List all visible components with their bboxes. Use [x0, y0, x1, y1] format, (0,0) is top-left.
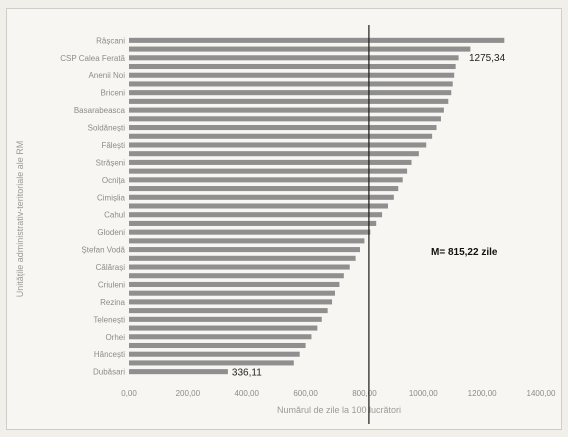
y-axis-title: Unitățile administrativ-teritoriale ale … [15, 141, 25, 298]
bar [129, 133, 433, 139]
category-label: Strășeni [96, 158, 126, 167]
bar [129, 159, 412, 165]
bar [129, 342, 306, 349]
category-label: Cahul [104, 211, 125, 220]
x-tick-label: 600,00 [293, 389, 318, 398]
bar [129, 81, 453, 87]
bar [129, 247, 361, 253]
bar [129, 220, 377, 226]
category-label: Glodeni [97, 228, 125, 237]
bar [129, 290, 335, 296]
category-label: Călărași [96, 263, 126, 272]
bar [129, 125, 437, 131]
bar [129, 299, 333, 305]
bar [129, 63, 456, 70]
bar [129, 142, 427, 148]
bar [129, 203, 388, 209]
chart-frame: Râșcani CSP Calea Ferată Anenii Noi Briceni… [6, 8, 562, 430]
x-tick-label: 800,00 [352, 389, 377, 398]
bar [129, 90, 452, 96]
category-label: Rezina [100, 298, 125, 307]
category-label: Orhei [105, 333, 125, 342]
category-label: Soldănești [88, 124, 126, 133]
bar [129, 212, 383, 218]
x-tick-label: 400,00 [234, 389, 259, 398]
bar [129, 55, 459, 61]
bar [129, 194, 394, 200]
x-tick-label: 0,00 [121, 389, 137, 398]
bar [129, 151, 419, 157]
bar [129, 37, 505, 43]
bar [129, 316, 322, 322]
bar-chart: Râșcani CSP Calea Ferată Anenii Noi Briceni… [15, 25, 556, 424]
bar [129, 186, 399, 192]
mean-label: M= 815,22 zile [431, 247, 498, 258]
category-label: Criuleni [98, 280, 125, 289]
category-label: Briceni [101, 89, 126, 98]
category-label: Ocnița [102, 176, 126, 185]
bar [129, 281, 340, 287]
bar [129, 255, 356, 261]
bar [129, 229, 371, 235]
bar [129, 369, 228, 375]
bar [129, 334, 312, 340]
bar [129, 46, 471, 52]
x-tick-label: 200,00 [176, 389, 201, 398]
bar [129, 116, 441, 122]
category-label: Hâncești [94, 350, 125, 359]
x-tick-label: 1200,00 [468, 389, 497, 398]
x-axis-title: Numărul de zile la 100 lucrători [277, 405, 401, 415]
category-label: Basarabeasca [74, 106, 126, 115]
bar [129, 325, 318, 331]
category-label: Ștefan Vodă [81, 246, 125, 255]
bar [129, 107, 444, 113]
bar [129, 238, 365, 244]
category-label: CSP Calea Ferată [60, 54, 125, 63]
category-label: Telenești [93, 315, 125, 324]
category-label: Râșcani [96, 36, 125, 45]
category-label: Cimișlia [97, 193, 126, 202]
max-value-label: 1275,34 [469, 53, 506, 64]
category-label: Anenii Noi [89, 71, 126, 80]
category-label: Dubăsari [93, 368, 125, 377]
min-value-label: 336,11 [232, 368, 262, 379]
bar [129, 72, 455, 78]
bar [129, 360, 294, 366]
x-tick-label: 1400,00 [527, 389, 556, 398]
bar [129, 98, 449, 104]
bar [129, 264, 350, 270]
bar [129, 273, 344, 279]
x-tick-label: 1000,00 [409, 389, 438, 398]
bar [129, 177, 403, 183]
bar [129, 168, 408, 174]
category-label: Fălești [101, 141, 125, 150]
bar [129, 351, 300, 357]
bar [129, 308, 328, 314]
